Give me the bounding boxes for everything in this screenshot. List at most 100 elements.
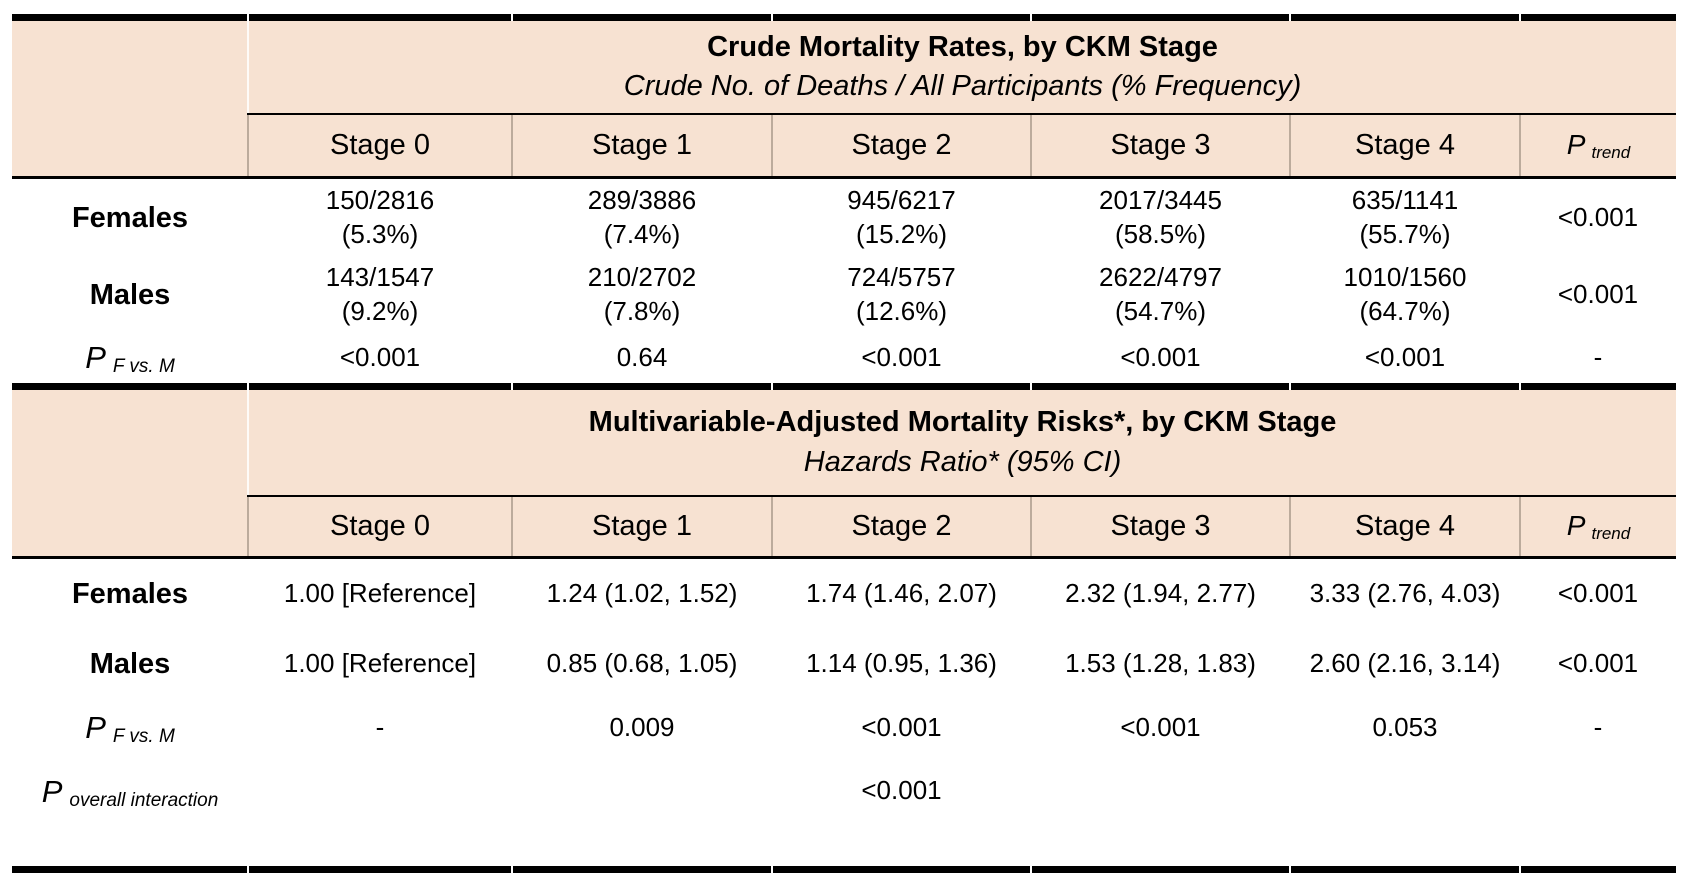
count-value: 724/5757	[847, 262, 956, 293]
count-value: 2017/3445	[1099, 185, 1222, 216]
count-value: 635/1141	[1351, 185, 1459, 216]
table1-females-stage0: 150/2816 (5.3%)	[248, 178, 512, 258]
table2-females-stage2: 1.74 (1.46, 2.07)	[806, 578, 997, 609]
table2-males-row: Males 1.00 [Reference] 0.85 (0.68, 1.05)…	[12, 629, 1676, 699]
table2-stage3-header: Stage 3	[1030, 496, 1290, 559]
table2-pvalue-stage2: <0.001	[861, 711, 942, 742]
table2-females-stage1: 1.24 (1.02, 1.52)	[546, 578, 738, 609]
section-divider-bar	[12, 383, 1676, 390]
table1-title-row: Crude Mortality Rates, by CKM Stage Crud…	[12, 21, 1677, 115]
p-fvsm-subscript: F vs. M	[112, 725, 175, 747]
top-margin	[0, 0, 1688, 14]
table1-females-stage2: 945/6217 (15.2%)	[772, 178, 1031, 258]
table1-females-stage4: 635/1141 (55.7%)	[1290, 178, 1520, 258]
table1-pvalue-stage2: <0.001	[861, 342, 942, 373]
table1-males-label: Males	[89, 278, 171, 311]
table2-pvalue-stage0: -	[375, 711, 385, 742]
p-symbol: P	[85, 709, 106, 745]
table2-males-stage2: 1.14 (0.95, 1.36)	[806, 648, 997, 679]
pct-value: (9.2%)	[341, 296, 419, 326]
table1-females-row: Females 150/2816 (5.3%) 289/3886 (7.4%) …	[12, 178, 1676, 258]
table2-stage-header-row: Stage 0 Stage 1 Stage 2 Stage 3 Stage 4 …	[12, 496, 1677, 559]
table1-females-stage1: 289/3886 (7.4%)	[512, 178, 772, 258]
table1-title: Crude Mortality Rates, by CKM Stage	[707, 30, 1218, 63]
pct-value: (5.3%)	[341, 219, 419, 249]
table2-females-row: Females 1.00 [Reference] 1.24 (1.02, 1.5…	[12, 558, 1676, 630]
table1-pvalue-ptrend: -	[1593, 342, 1603, 373]
p-symbol: P	[1566, 510, 1586, 541]
table2-interaction-empty-stage3	[1031, 756, 1290, 866]
count-value: 1010/1560	[1343, 262, 1467, 293]
table1-males-stage4: 1010/1560 (64.7%)	[1290, 257, 1520, 333]
table2-corner-cell	[12, 390, 248, 496]
table2-pvalue-stage1: 0.009	[609, 711, 675, 742]
top-border-bar	[12, 14, 1676, 21]
table1-pvalue-stage1: 0.64	[616, 342, 668, 373]
table2-females-label: Females	[71, 577, 189, 610]
bottom-border-bar	[12, 866, 1676, 873]
table2-females-stage4: 3.33 (2.76, 4.03)	[1309, 578, 1501, 609]
table1-stage1-header: Stage 1	[511, 114, 772, 179]
table1-stage0-header: Stage 0	[247, 114, 512, 179]
table1-stage3-header: Stage 3	[1030, 114, 1290, 179]
table2-title: Multivariable-Adjusted Mortality Risks*,…	[588, 406, 1337, 439]
table2-stage2-header: Stage 2	[771, 496, 1031, 559]
count-value: 2622/4797	[1099, 262, 1222, 293]
table1-stage2-header: Stage 2	[771, 114, 1031, 179]
p-fvsm-subscript: F vs. M	[112, 356, 175, 377]
table1-females-stage3: 2017/3445 (58.5%)	[1031, 178, 1290, 258]
table2-interaction-empty-ptrend	[1520, 756, 1676, 866]
p-symbol: P	[1566, 129, 1586, 160]
table1-females-label: Females	[71, 201, 189, 234]
crude-mortality-table: Crude Mortality Rates, by CKM Stage Crud…	[12, 21, 1677, 383]
table2-males-stage1: 0.85 (0.68, 1.05)	[546, 648, 738, 679]
table2-females-ptrend: <0.001	[1557, 578, 1639, 609]
p-symbol: P	[85, 340, 106, 375]
table2-subtitle: Hazards Ratio* (95% CI)	[803, 445, 1122, 478]
count-value: 143/1547	[325, 262, 435, 293]
table2-females-stage0: 1.00 [Reference]	[283, 578, 477, 609]
table2-males-label: Males	[89, 647, 171, 680]
table2-interaction-empty-stage0	[248, 756, 512, 866]
table1-males-stage2: 724/5757 (12.6%)	[772, 257, 1031, 333]
table2-interaction-empty-stage4	[1290, 756, 1520, 866]
table2-stage1-header: Stage 1	[511, 496, 772, 559]
table2-interaction-empty-stage1	[512, 756, 772, 866]
pct-value: (7.4%)	[603, 219, 681, 249]
table1-females-ptrend: <0.001	[1557, 202, 1639, 233]
ptrend-subscript: trend	[1591, 143, 1631, 162]
table1-corner-cell	[12, 21, 248, 114]
count-value: 289/3886	[587, 185, 697, 216]
pct-value: (7.8%)	[603, 296, 681, 326]
table1-males-stage0: 143/1547 (9.2%)	[248, 257, 512, 333]
table2-stage4-header: Stage 4	[1289, 496, 1520, 559]
pct-value: (54.7%)	[1114, 296, 1207, 326]
table1-stage-header-row: Stage 0 Stage 1 Stage 2 Stage 3 Stage 4 …	[12, 114, 1677, 179]
table2-females-stage3: 2.32 (1.94, 2.77)	[1065, 578, 1256, 609]
p-interaction-subscript: overall interaction	[69, 790, 219, 811]
table1-pvalue-stage4: <0.001	[1364, 342, 1446, 373]
table2-pvalue-ptrend: -	[1593, 711, 1603, 742]
pct-value: (12.6%)	[855, 296, 948, 326]
table2-title-cell: Multivariable-Adjusted Mortality Risks*,…	[246, 390, 1677, 497]
table2-males-stage3: 1.53 (1.28, 1.83)	[1065, 648, 1256, 679]
table2-pvalue-stage4: 0.053	[1372, 711, 1438, 742]
table2-interaction-value: <0.001	[861, 775, 942, 805]
table2-p-fvsm-label: P F vs. M	[12, 699, 248, 756]
table2-stage0-header: Stage 0	[247, 496, 512, 559]
adjusted-mortality-risk-table: Multivariable-Adjusted Mortality Risks*,…	[12, 390, 1677, 866]
table1-males-stage3: 2622/4797 (54.7%)	[1031, 257, 1290, 333]
table1-stage-header-spacer	[12, 114, 248, 179]
pct-value: (15.2%)	[855, 219, 948, 249]
count-value: 150/2816	[325, 185, 435, 216]
table1-subtitle: Crude No. of Deaths / All Participants (…	[623, 70, 1302, 102]
pct-value: (55.7%)	[1359, 219, 1451, 249]
table2-pvalue-stage3: <0.001	[1120, 711, 1201, 742]
table2-males-stage0: 1.00 [Reference]	[283, 648, 477, 679]
table1-pvalue-stage3: <0.001	[1120, 342, 1201, 373]
